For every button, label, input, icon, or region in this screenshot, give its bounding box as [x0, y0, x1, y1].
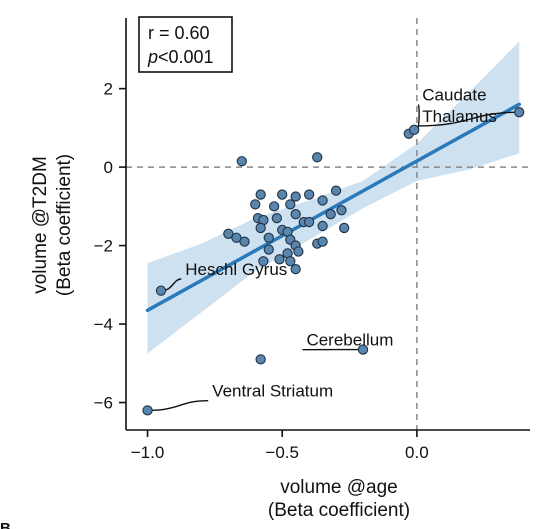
annotation-label-ventral-striatum: Ventral Striatum	[212, 382, 333, 401]
data-point	[231, 232, 242, 243]
data-point	[293, 246, 304, 257]
data-point	[255, 189, 266, 200]
data-point	[271, 212, 282, 224]
data-point	[142, 405, 153, 416]
confidence-band	[147, 41, 520, 354]
data-point	[285, 256, 296, 267]
data-point	[250, 199, 261, 210]
data-point	[357, 344, 369, 355]
annotation-label-cerebellum: Cerebellum	[306, 331, 393, 350]
data-point	[268, 201, 280, 212]
data-point	[236, 156, 247, 167]
x-tick-label: −0.5	[265, 443, 299, 462]
stats-box: r = 0.60 p<0.001	[138, 16, 233, 73]
axes-layer	[125, 18, 530, 431]
data-point	[290, 263, 301, 275]
data-point	[339, 222, 350, 234]
data-points-layer	[142, 107, 525, 416]
data-point	[290, 209, 301, 220]
data-point	[277, 189, 288, 200]
regression-line	[145, 102, 521, 313]
p-value-threshold: <0.001	[158, 47, 214, 67]
x-axis-label-line2: (Beta coefficient)	[268, 500, 410, 521]
y-tick-label: −6	[94, 394, 113, 413]
data-point	[514, 107, 525, 118]
data-point	[330, 185, 342, 196]
y-tick-label: 0	[104, 158, 113, 177]
data-point	[263, 244, 274, 255]
data-point	[155, 285, 167, 296]
p-value: p<0.001	[147, 47, 214, 67]
reference-lines-layer	[126, 18, 530, 430]
panel-letter: B	[0, 520, 11, 529]
data-point	[290, 191, 301, 202]
data-point	[258, 256, 269, 267]
annotation-label-thalamus: Thalamus	[422, 107, 497, 126]
data-point	[325, 209, 336, 220]
data-point	[255, 354, 266, 365]
y-tick-label: 2	[104, 80, 113, 99]
stats-box-frame	[138, 16, 233, 73]
ticks-layer: −1.0 −0.5 0.0 −6 −4 −2 0 2	[94, 80, 429, 462]
y-tick-label: −2	[94, 237, 113, 256]
data-point	[285, 199, 296, 210]
annotation-label-caudate: Caudate	[422, 85, 486, 104]
data-point	[239, 236, 250, 247]
data-point	[317, 195, 328, 206]
data-point	[255, 222, 266, 234]
x-tick-label: 0.0	[405, 443, 429, 462]
data-point	[336, 205, 347, 216]
data-point	[303, 189, 315, 200]
y-axis-label-line2: (Beta coefficient)	[54, 154, 75, 296]
y-axis-label-line1: volume @T2DM	[30, 156, 51, 294]
data-point	[317, 236, 328, 247]
annotation-labels-layer: Caudate Thalamus Heschl Gyrus Cerebellum Ven…	[185, 85, 497, 400]
data-point	[409, 124, 420, 135]
data-point	[312, 152, 323, 163]
data-point	[263, 232, 274, 243]
data-point	[223, 228, 234, 239]
annotation-leader-thalamus	[418, 111, 520, 127]
p-value-symbol: p	[147, 47, 158, 67]
x-axis-label-line1: volume @age	[280, 477, 398, 498]
data-point	[274, 254, 285, 265]
x-tick-label: −1.0	[131, 443, 165, 462]
data-point	[303, 216, 315, 228]
correlation-value: r = 0.60	[148, 23, 210, 43]
annotation-leader-ventral-striatum	[147, 399, 209, 412]
y-tick-label: −4	[94, 315, 113, 334]
annotation-label-heschl-gyrus: Heschl Gyrus	[185, 260, 287, 279]
confidence-band-layer	[147, 41, 520, 354]
data-point	[317, 220, 328, 232]
regression-line-layer	[145, 102, 521, 313]
